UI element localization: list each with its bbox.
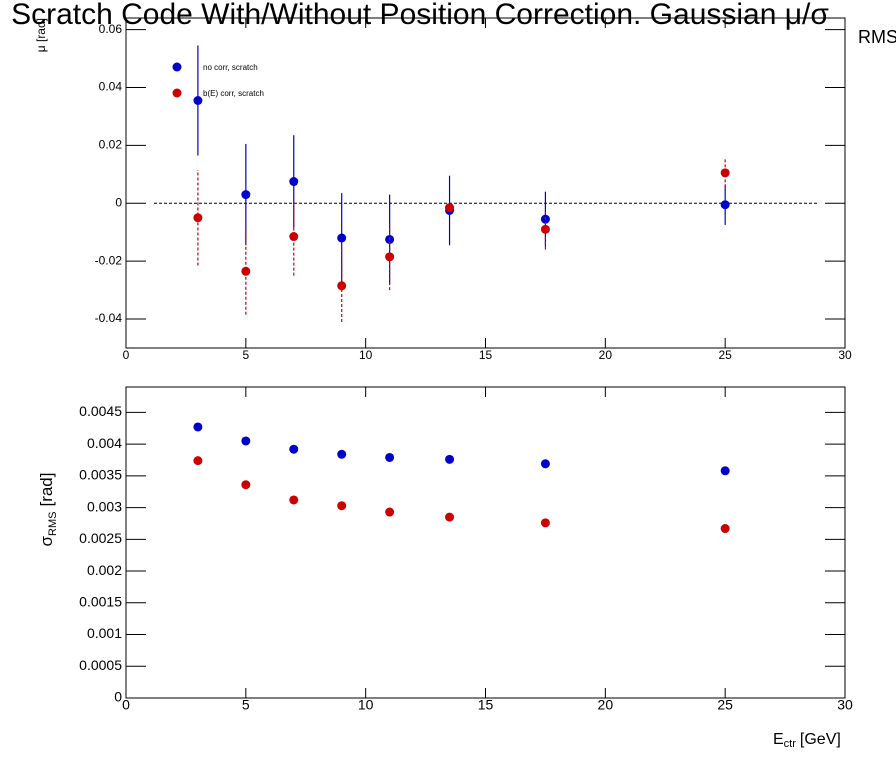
data-point — [241, 436, 251, 446]
data-point — [540, 459, 550, 469]
data-point — [193, 213, 203, 223]
legend-label: no corr, scratch — [203, 63, 258, 72]
legend-label: b(E) corr, scratch — [203, 89, 264, 98]
data-point — [337, 281, 347, 291]
x-tick-label: 15 — [479, 348, 493, 362]
data-point — [720, 466, 730, 476]
data-point — [540, 518, 550, 528]
chart-title: Scratch Code With/Without Position Corre… — [11, 0, 829, 31]
x-tick-label: 10 — [358, 697, 374, 713]
plot-frame — [125, 386, 846, 699]
x-tick-label: 0 — [123, 348, 130, 362]
data-point — [289, 177, 299, 187]
x-axis-label: Ectr [GeV] — [773, 731, 841, 750]
y-axis-label: σRMS [rad] — [37, 473, 58, 547]
data-point — [337, 449, 347, 459]
title-suffix: RMS — [858, 27, 896, 47]
y-tick-label: 0.0025 — [79, 530, 122, 546]
y-label-sub: RMS — [47, 512, 59, 536]
data-point — [445, 203, 455, 213]
y-tick-label: 0.0045 — [79, 403, 122, 419]
y-tick-label: 0.004 — [87, 435, 122, 451]
y-tick-label: -0.02 — [95, 253, 123, 267]
y-tick-label: 0.002 — [87, 562, 122, 578]
data-point — [289, 495, 299, 505]
data-point — [385, 507, 395, 517]
y-tick-label: 0.0035 — [79, 467, 122, 483]
data-point — [193, 96, 203, 105]
data-point — [385, 252, 395, 262]
x-tick-label: 15 — [478, 697, 494, 713]
data-point — [337, 233, 347, 243]
x-tick-label: 25 — [717, 697, 733, 713]
data-point — [720, 200, 730, 210]
y-label-unit: [rad] — [37, 473, 56, 507]
legend-marker — [172, 62, 182, 72]
legend-marker — [172, 88, 182, 98]
data-point — [445, 512, 455, 522]
data-point — [337, 501, 347, 511]
y-tick-label: 0.02 — [99, 138, 123, 152]
y-tick-label: 0.0015 — [79, 593, 122, 609]
y-tick-label: 0.04 — [99, 80, 123, 94]
data-point — [241, 190, 251, 200]
data-point — [289, 444, 299, 454]
x-label-main: E — [773, 731, 784, 748]
x-label-sub: ctr — [784, 738, 797, 750]
data-point — [289, 232, 299, 242]
x-tick-label: 10 — [359, 348, 373, 362]
y-tick-label: 0.003 — [87, 498, 122, 514]
x-label-unit: [GeV] — [800, 731, 841, 748]
y-tick-label: -0.04 — [95, 311, 123, 325]
data-point — [193, 422, 203, 432]
x-tick-label: 30 — [837, 697, 853, 713]
data-point — [241, 480, 251, 490]
data-point — [241, 266, 251, 276]
data-point — [193, 456, 203, 466]
data-point — [720, 168, 730, 178]
data-point — [445, 454, 455, 464]
y-tick-label: 0 — [115, 195, 122, 209]
y-tick-label: 0.001 — [87, 625, 122, 641]
y-tick-label: 0.06 — [99, 22, 123, 36]
x-tick-label: 20 — [599, 348, 613, 362]
y-label-main: σ — [37, 535, 56, 546]
x-tick-label: 25 — [718, 348, 732, 362]
x-tick-label: 5 — [242, 697, 250, 713]
x-tick-label: 5 — [242, 348, 249, 362]
y-axis-label: μ [rad] — [34, 18, 48, 52]
data-point — [720, 524, 730, 534]
y-tick-label: 0 — [114, 689, 122, 705]
x-tick-label: 0 — [122, 697, 130, 713]
x-tick-label: 20 — [598, 697, 614, 713]
y-tick-label: 0.0005 — [79, 657, 122, 673]
data-point — [385, 452, 395, 462]
x-tick-label: 30 — [838, 348, 852, 362]
data-point — [540, 224, 550, 234]
